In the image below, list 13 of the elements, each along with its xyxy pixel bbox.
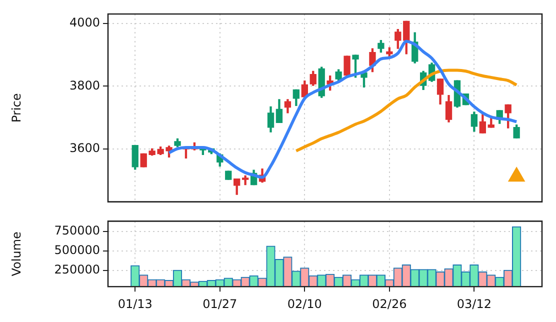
- x-tick-label: 03/12: [456, 296, 492, 311]
- y-tick-label: 250000: [54, 262, 100, 276]
- y-axis-title: Price: [9, 93, 24, 123]
- x-tick-label: 01/27: [202, 296, 238, 311]
- y-tick-label: 4000: [69, 16, 100, 30]
- x-tick-label: 02/26: [372, 296, 407, 311]
- y-tick-label: 3600: [69, 141, 100, 156]
- y-axis-title: Volume: [9, 232, 24, 276]
- y-tick-label: 750000: [54, 223, 100, 238]
- y-tick-label: 500000: [54, 242, 100, 257]
- x-tick-label: 01/13: [118, 296, 152, 311]
- y-tick-label: 3800: [69, 78, 100, 92]
- x-tick-label: 02/10: [287, 296, 322, 311]
